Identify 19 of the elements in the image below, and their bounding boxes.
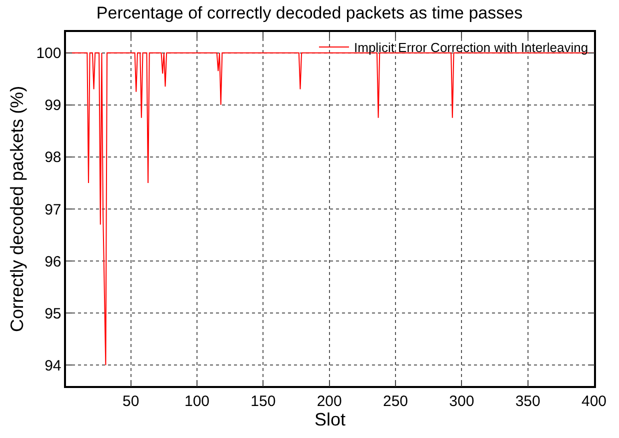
legend-label: Implicit Error Correction with Interleaving [354,40,588,56]
y-tick-label: 95 [44,305,62,322]
y-tick-label: 100 [36,45,62,62]
x-tick-label: 300 [449,392,474,410]
x-tick-label: 200 [316,392,342,410]
x-tick-label: 50 [122,392,140,410]
x-tick-label: 250 [382,392,408,410]
y-tick-label: 98 [44,149,62,166]
y-tick-label: 97 [44,201,62,218]
x-axis-title: Slot [314,410,346,430]
x-tick-label: 150 [250,392,276,410]
x-tick-label: 350 [515,392,540,410]
y-axis-title: Correctly decoded packets (%) [6,86,27,332]
y-tick-label: 96 [44,253,62,270]
x-tick-label: 100 [184,392,210,410]
x-tick-label: 400 [581,392,607,410]
y-tick-label: 99 [44,97,62,114]
y-tick-label: 94 [44,357,62,374]
chart-title: Percentage of correctly decoded packets as time passes [96,3,523,22]
